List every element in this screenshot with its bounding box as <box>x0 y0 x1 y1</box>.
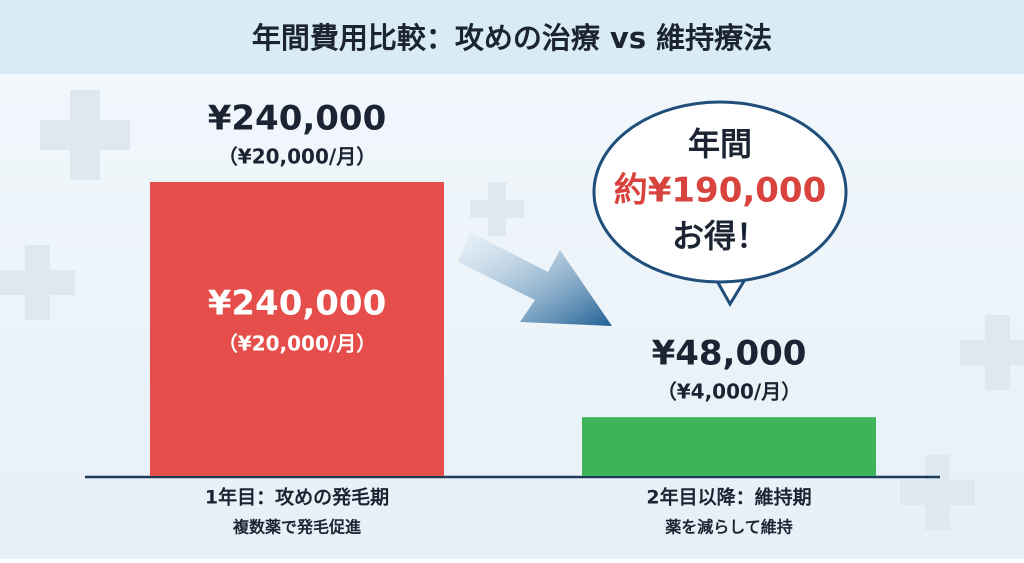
chart-title: 年間費用比較：攻めの治療 vs 維持療法 <box>252 21 772 55</box>
value-label: ¥240,000 <box>208 99 387 139</box>
bar <box>582 417 876 476</box>
monthly-label: （¥20,000/月） <box>218 145 376 169</box>
callout-text: 年間 <box>688 125 752 163</box>
callout-text: 約¥190,000 <box>614 171 827 211</box>
decor-crosses <box>0 90 1024 530</box>
category-label: 1年目：攻めの発毛期 <box>205 486 389 509</box>
arrow <box>458 232 612 326</box>
monthly-label-inner: （¥20,000/月） <box>218 332 376 356</box>
category-label: 2年目以降：維持期 <box>646 486 811 509</box>
callout-text: お得！ <box>672 217 768 255</box>
category-note: 薬を減らして維持 <box>664 518 793 537</box>
title-band <box>0 0 1024 74</box>
callout: 年間 約¥190,000 お得！ <box>592 100 848 307</box>
monthly-label: （¥4,000/月） <box>657 380 801 404</box>
bar <box>150 182 444 476</box>
value-label: ¥48,000 <box>652 334 807 374</box>
category-note: 複数薬で発毛促進 <box>232 518 361 537</box>
value-label-inner: ¥240,000 <box>208 284 387 324</box>
